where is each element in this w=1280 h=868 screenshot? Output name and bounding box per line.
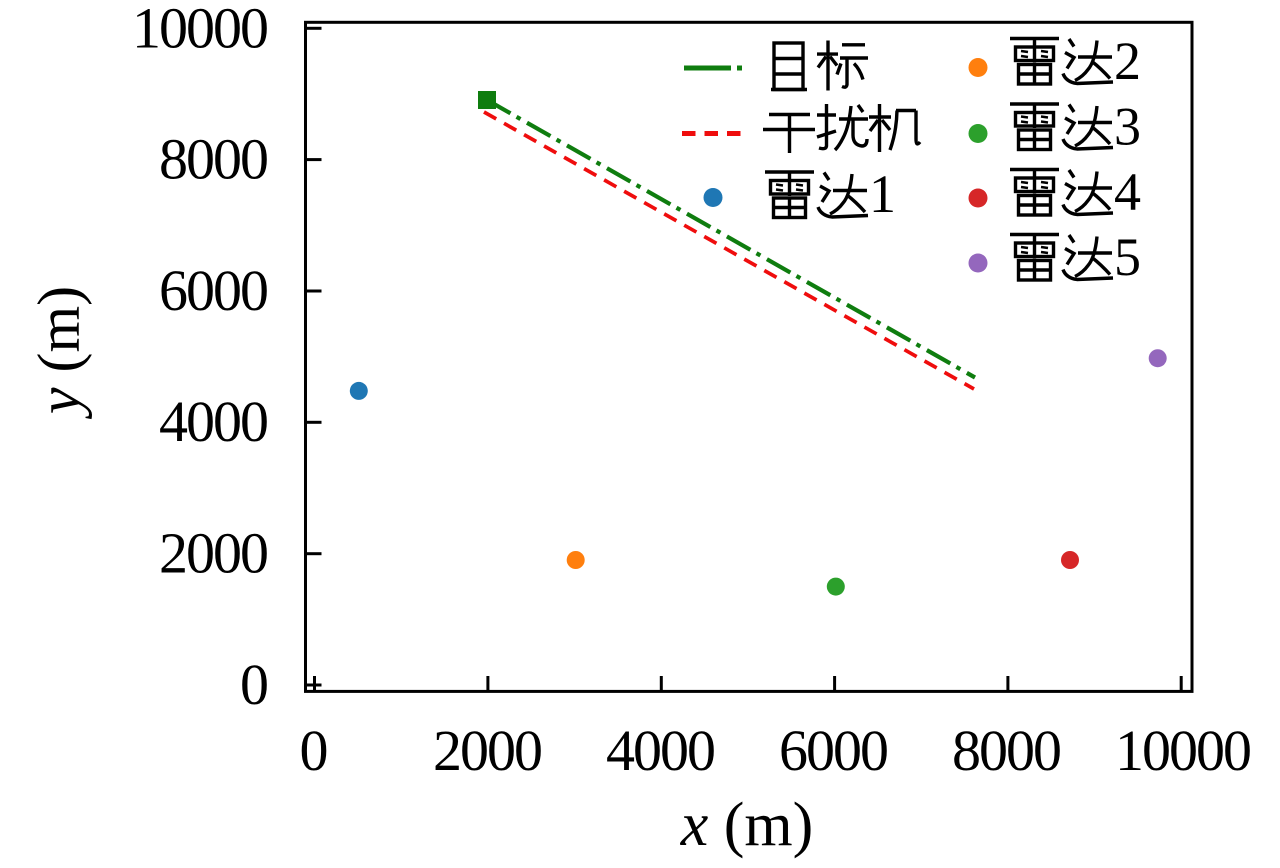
svg-text:1: 1 [869,164,896,224]
svg-text:0: 0 [240,652,267,717]
svg-text:10000: 10000 [132,0,267,60]
svg-text:4: 4 [1114,162,1141,222]
svg-text:y (m): y (m) [26,286,92,420]
svg-text:2000: 2000 [159,521,267,586]
svg-text:2000: 2000 [433,718,541,783]
svg-text:2: 2 [1114,31,1141,91]
svg-text:5: 5 [1114,227,1141,287]
svg-text:3: 3 [1114,97,1141,157]
svg-text:8000: 8000 [159,127,267,192]
svg-text:4000: 4000 [606,718,714,783]
svg-text:8000: 8000 [952,718,1060,783]
svg-text:6000: 6000 [159,258,267,323]
svg-text:4000: 4000 [159,389,267,454]
svg-text:0: 0 [300,718,327,783]
svg-text:x (m): x (m) [680,791,814,859]
svg-text:10000: 10000 [1115,718,1250,783]
svg-text:6000: 6000 [779,718,887,783]
